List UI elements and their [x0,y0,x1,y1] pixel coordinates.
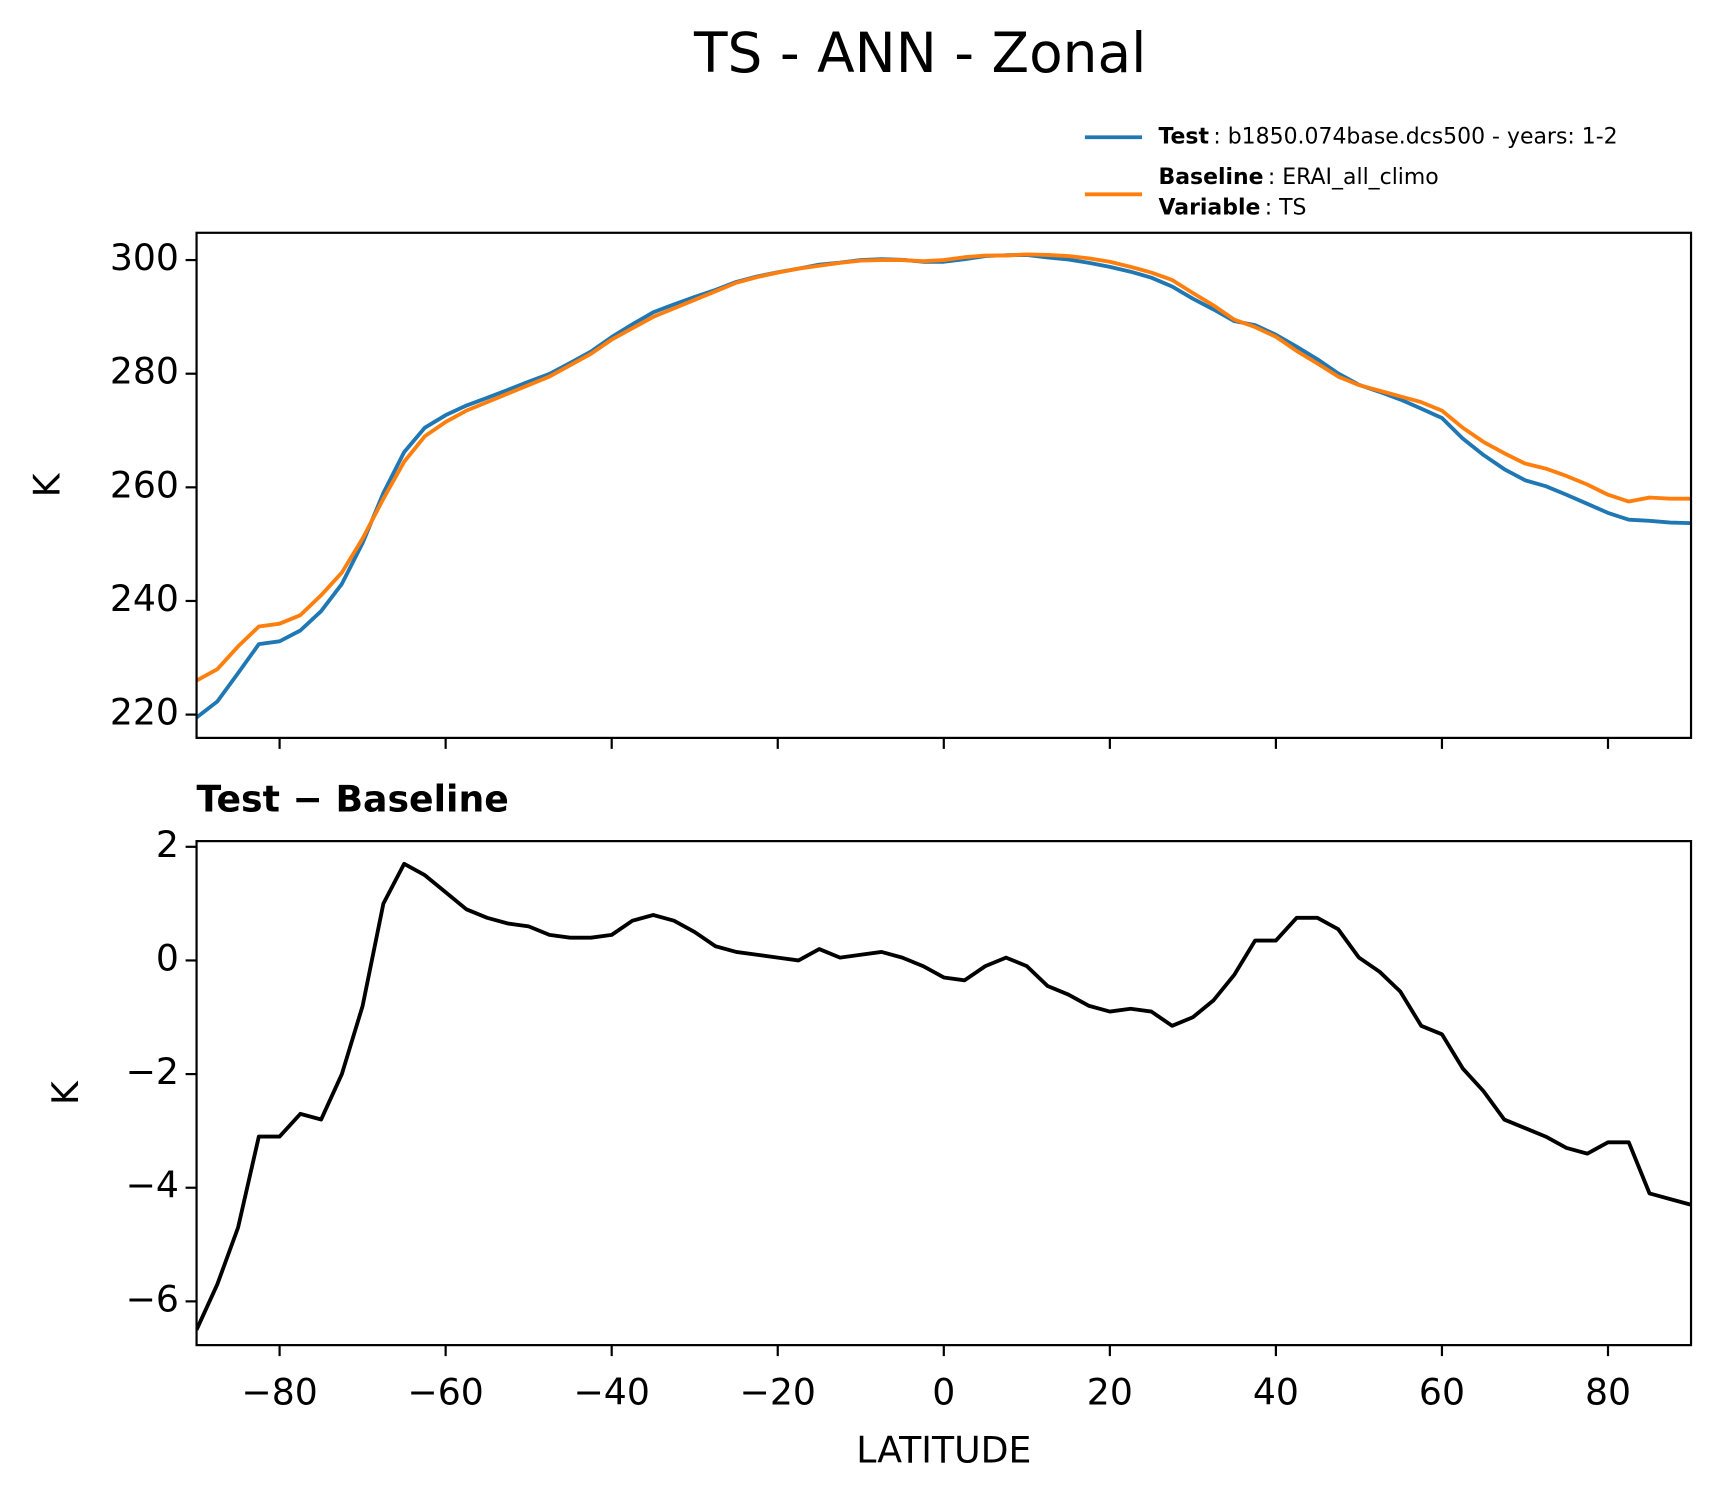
y-tick-label: 260 [110,463,179,506]
x-tick-label: 60 [1419,1371,1465,1414]
legend-label: Test: b1850.074base.dcs500 - years: 1-2 [1158,124,1617,149]
y-tick-label: 240 [110,577,179,620]
legend-name: Test [1158,124,1209,149]
legend-name: Variable [1158,196,1260,221]
data-line [196,253,1692,719]
x-tick-label: 80 [1585,1371,1631,1414]
x-tick-label: −40 [573,1371,649,1414]
legend-name: Baseline [1158,165,1263,190]
y-tick-label: −6 [126,1277,179,1320]
x-tick-label: −20 [740,1371,816,1414]
x-tick-label: 20 [1087,1371,1133,1414]
y-axis-label: K [44,1080,87,1105]
y-tick-label: 300 [110,236,179,279]
x-tick-label: −80 [241,1371,317,1414]
x-tick-label: −60 [407,1371,483,1414]
plot-frame [195,840,1693,1347]
y-tick-label: 280 [110,350,179,393]
y-tick-label: 220 [110,691,179,734]
subplot-title: Test − Baseline [197,778,509,821]
data-line [196,252,1692,683]
legend-detail: : ERAI_all_climo [1268,165,1439,190]
y-axis-label: K [25,472,68,497]
x-tick-label: 0 [932,1371,955,1414]
x-tick-label: 40 [1253,1371,1299,1414]
legend-label: Baseline: ERAI_all_climo [1158,165,1438,190]
y-tick-label: −2 [126,1050,179,1093]
data-line [196,861,1692,1331]
legend-detail: : TS [1265,196,1307,221]
legend-label: Variable: TS [1158,196,1306,221]
figure-title: TS - ANN - Zonal [693,21,1146,85]
y-tick-label: 0 [156,936,179,979]
y-tick-label: 2 [156,823,179,866]
y-tick-label: −4 [126,1164,179,1207]
plot-frame [195,231,1693,739]
x-axis-label: LATITUDE [856,1429,1031,1472]
legend-detail: : b1850.074base.dcs500 - years: 1-2 [1213,124,1617,149]
